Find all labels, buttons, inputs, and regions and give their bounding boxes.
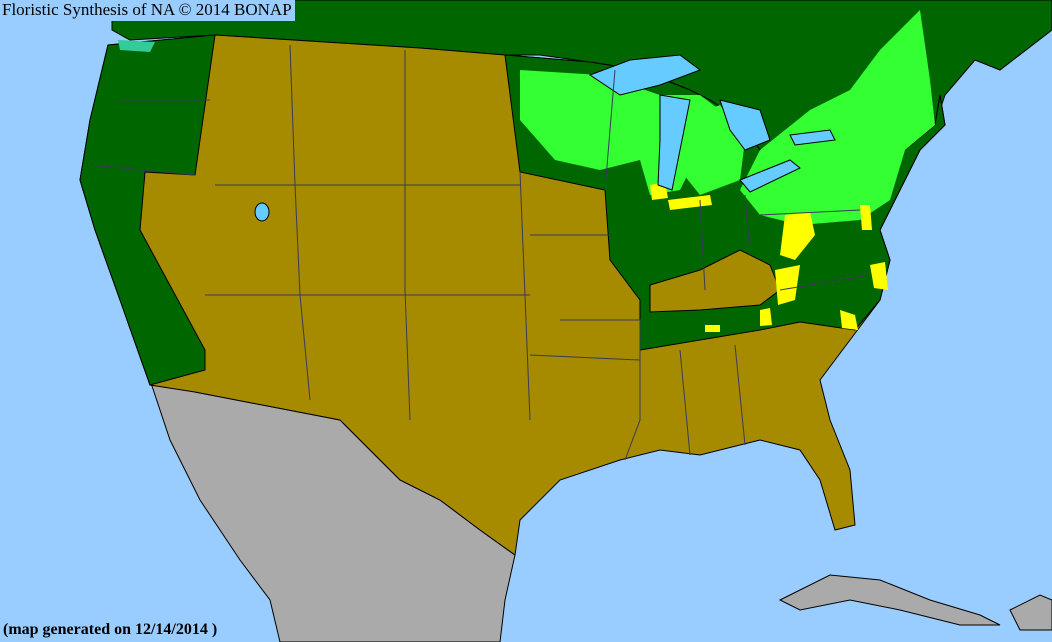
map-generated-date: (map generated on 12/14/2014 )	[3, 621, 218, 638]
counties-other-pacific	[118, 40, 155, 52]
cuba	[778, 574, 1001, 626]
hispaniola	[1009, 594, 1052, 631]
great-lakes	[254, 54, 836, 222]
map-title: Floristic Synthesis of NA © 2014 BONAP	[0, 0, 295, 21]
state-borders	[89, 44, 871, 461]
